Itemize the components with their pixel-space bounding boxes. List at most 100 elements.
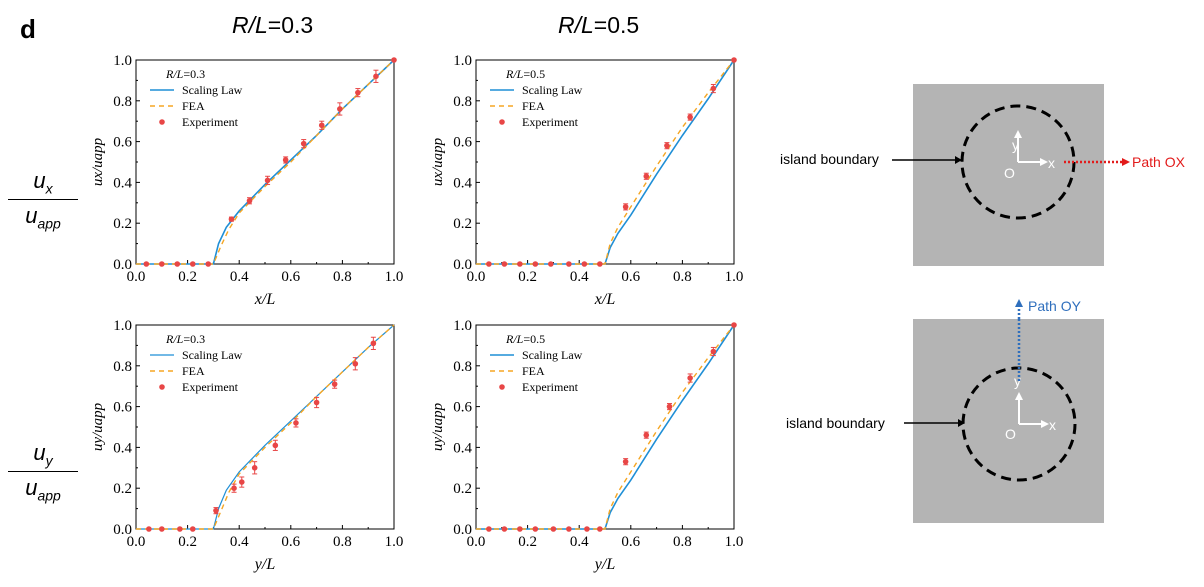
axis-y-head [1015, 392, 1023, 400]
x-tick-label: 1.0 [725, 269, 744, 285]
legend-label: FEA [182, 364, 205, 378]
x-axis-label: y/L [593, 556, 616, 573]
chart-uy-rl05: 0.00.0 0.2 0.2 0.4 0.4 0.6 0.6 0.8 0.8 1.0 1.0 y/L u… [430, 318, 744, 573]
experiment-point [352, 360, 359, 367]
plot-frame [475, 324, 735, 530]
scaling-law-line [476, 59, 735, 265]
x-tick-label: 0.2 [178, 269, 197, 285]
y-tick-label: 1.0 [453, 318, 472, 334]
experiment-point [272, 442, 279, 449]
axis-x-head [1041, 420, 1049, 428]
experiment-point [282, 157, 289, 163]
x-tick-label: 0.2 [518, 534, 537, 550]
row-label-denominator: uapp [25, 475, 61, 504]
column-title-value: =0.5 [593, 12, 640, 38]
column-title-rl05: R/L=0.5 [558, 12, 639, 39]
legend-title: R/L=0.5 [505, 67, 545, 81]
y-tick-label: 0.0 [453, 522, 472, 538]
y-tick-label: 0.4 [113, 175, 132, 191]
experiment-point [189, 261, 196, 267]
experiment-point [566, 526, 572, 532]
experiment-point [238, 479, 245, 485]
y-tick-label: 0.6 [113, 400, 132, 416]
experiment-point [584, 526, 590, 532]
axis-x-head [1040, 158, 1048, 166]
x-tick-label: 0.4 [570, 534, 589, 550]
plot-frame [135, 59, 395, 265]
axis-y-head [1014, 130, 1022, 138]
legend-title: R/L=0.3 [165, 67, 205, 81]
x-tick-label: 0.8 [333, 269, 352, 285]
experiment-point [143, 261, 150, 267]
experiment-point [643, 173, 650, 180]
experiment-point [177, 526, 183, 532]
legend-marker [499, 119, 505, 125]
experiment-point [370, 340, 377, 347]
x-tick-label: 0.0 [467, 269, 486, 285]
x-tick-label: 1.0 [725, 534, 744, 550]
y-tick-label: 0.4 [453, 440, 472, 456]
diagram-path-ox: island boundary y x O Path OX [780, 84, 1186, 266]
diagram-path-oy: island boundary y x O Path OY [786, 298, 1104, 523]
legend-title: R/L=0.5 [505, 332, 545, 346]
x-tick-label: 1.0 [385, 534, 404, 550]
axis-x-label: x [1048, 155, 1055, 171]
experiment-point [687, 114, 693, 120]
experiment-point [486, 526, 492, 532]
y-tick-label: 1.0 [113, 318, 132, 334]
x-tick-label: 0.0 [467, 534, 486, 550]
x-tick-label: 0.8 [673, 534, 692, 550]
y-tick-label: 0.4 [113, 440, 132, 456]
experiment-point [300, 140, 307, 147]
experiment-point [581, 261, 588, 267]
experiment-point [517, 261, 523, 267]
experiment-point [205, 261, 212, 267]
fea-line [136, 324, 395, 530]
y-axis-label: uy/uapp [90, 402, 106, 451]
legend-label: Scaling Law [182, 83, 243, 97]
legend-label: Experiment [182, 115, 239, 129]
row-label-uy: uy uapp [8, 440, 78, 504]
legend-marker [499, 384, 505, 390]
experiment-point [710, 348, 717, 355]
experiment-point [486, 261, 492, 267]
legend-title-value: =0.3 [183, 67, 205, 81]
experiment-point [517, 526, 523, 532]
experiment-point [597, 526, 603, 532]
x-tick-label: 0.6 [281, 534, 300, 550]
experiment-point [264, 177, 271, 184]
x-tick-label: 0.8 [673, 269, 692, 285]
y-tick-label: 0.6 [113, 135, 132, 151]
row-label-denominator: uapp [25, 203, 61, 232]
experiment-point [731, 57, 737, 63]
legend-title: R/L=0.3 [165, 332, 205, 346]
x-tick-label: 0.0 [127, 269, 146, 285]
experiment-point [501, 261, 508, 267]
x-tick-label: 0.4 [570, 269, 589, 285]
boundary-arrow-head [955, 156, 962, 164]
legend-label: FEA [182, 99, 205, 113]
chart-ux-rl05: 0.00.0 0.2 0.2 0.4 0.4 0.6 0.6 0.8 0.8 1.0 1.0 x/L u… [430, 53, 744, 308]
y-tick-label: 0.2 [453, 481, 472, 497]
legend-title-value: =0.5 [523, 67, 545, 81]
legend-label: FEA [522, 99, 545, 113]
y-tick-label: 1.0 [453, 53, 472, 69]
plot-frame [135, 324, 395, 530]
experiment-point [189, 526, 196, 532]
path-ox-label: Path OX [1132, 154, 1186, 170]
origin-label: O [1004, 165, 1015, 181]
axis-y-label: y [1012, 137, 1019, 153]
experiment-point [643, 432, 650, 438]
x-tick-label: 0.0 [127, 534, 146, 550]
fea-line [476, 59, 735, 265]
plot-frame [475, 59, 735, 265]
y-tick-label: 0.6 [453, 135, 472, 151]
experiment-point [159, 526, 165, 532]
fea-line [136, 59, 395, 265]
experiment-point [213, 507, 219, 514]
experiment-point [246, 197, 253, 204]
experiment-point [731, 322, 737, 328]
experiment-point [313, 399, 320, 406]
y-axis-label: uy/uapp [430, 402, 446, 451]
experiment-point [532, 261, 539, 267]
